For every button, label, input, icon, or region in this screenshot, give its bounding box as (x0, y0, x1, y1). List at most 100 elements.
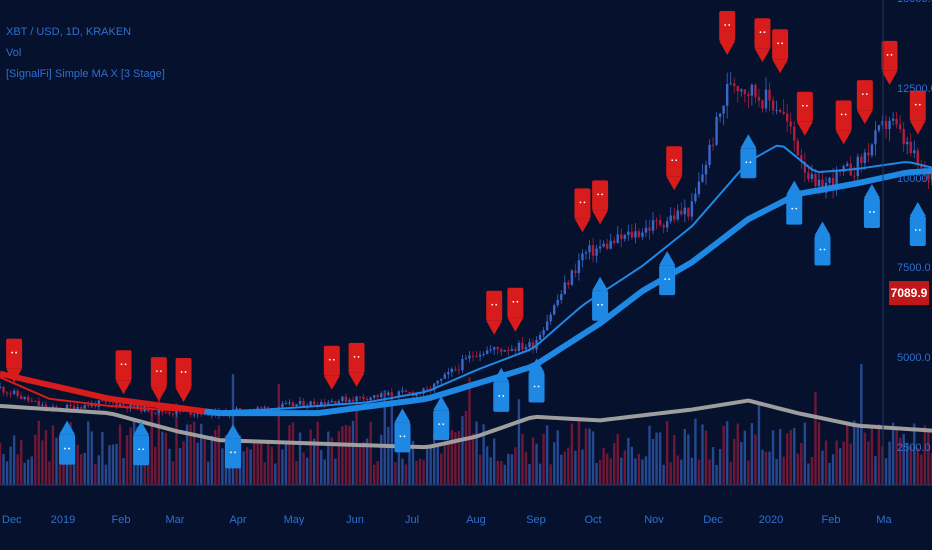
candle-body (740, 89, 743, 92)
volume-bar (503, 464, 506, 485)
volume-indicator-label[interactable]: Vol (6, 47, 22, 59)
buy-signal-marker (740, 134, 757, 179)
candle-body (673, 215, 676, 220)
candles (0, 72, 932, 420)
symbol-title[interactable]: XBT / USD, 1D, KRAKEN (6, 26, 132, 38)
x-tick-label: 2019 (50, 514, 76, 526)
sell-label-box (507, 287, 524, 318)
sell-signal-marker (796, 91, 813, 136)
marker-dot (142, 448, 145, 451)
volume-bar (588, 428, 591, 485)
volume-bar (196, 442, 199, 485)
x-tick-label: May (283, 514, 305, 526)
volume-bar (927, 431, 930, 485)
volume-bar (556, 430, 559, 485)
sell-signal-marker (348, 342, 365, 387)
chart-legend: XBT / USD, 1D, KRAKEN Vol [SignalFi] Sim… (6, 22, 165, 85)
y-tick-label: 2500.0 (897, 442, 931, 455)
sell-signal-marker (507, 287, 524, 332)
candle-body (351, 399, 355, 402)
candle-body (327, 402, 330, 405)
sell-label-box (719, 10, 736, 41)
volume-bar (485, 446, 489, 485)
volume-bar (51, 425, 55, 485)
sell-arrow (486, 320, 503, 335)
volume-bar (517, 399, 521, 485)
sell-label-box (6, 338, 23, 369)
volume-bar (708, 459, 711, 485)
vol-ma-line (0, 398, 932, 450)
candle-body (115, 402, 118, 407)
volume-bar (425, 446, 429, 485)
sell-signal-marker (754, 18, 771, 63)
x-tick-label: Feb (111, 514, 131, 526)
volume-bar (0, 442, 2, 485)
candle-body (577, 260, 581, 274)
ma-indicator-label[interactable]: [SignalFi] Simple MA X [3 Stage] (6, 68, 165, 80)
candle-body (157, 409, 161, 413)
candle-body (662, 225, 665, 228)
buy-arrow (659, 251, 676, 266)
candle-body (602, 243, 605, 247)
candle-body (743, 89, 747, 95)
buy-signal-marker (433, 396, 450, 441)
marker-dot (159, 370, 162, 373)
sell-signal-marker (772, 29, 789, 74)
volume-bar (471, 433, 475, 485)
x-tick-label: Ma (876, 514, 892, 526)
slow-ma-line (204, 167, 932, 417)
candle-body (376, 395, 379, 398)
volume-bar (510, 454, 514, 485)
marker-dot (869, 211, 871, 213)
volume-bar (874, 456, 877, 485)
marker-dot (601, 303, 603, 306)
marker-dot (583, 201, 586, 204)
volume-bar (655, 432, 658, 485)
sell-signal-marker (6, 338, 23, 383)
candle-body (927, 171, 930, 180)
volume-bar (771, 430, 775, 485)
candle-body (909, 141, 912, 154)
candle-body (69, 404, 72, 406)
buy-signal-marker (394, 408, 411, 453)
volume-bar (701, 424, 704, 485)
volume-bar (418, 458, 422, 485)
sell-signal-marker (856, 80, 873, 125)
sell-arrow (348, 372, 365, 387)
candle-body (493, 347, 496, 350)
volume-bar (154, 446, 157, 485)
buy-arrow (909, 201, 926, 216)
buy-signal-marker (493, 367, 510, 412)
candle-body (581, 253, 584, 261)
candle-body (842, 165, 845, 172)
volume-bar (613, 443, 616, 485)
volume-bar (111, 444, 115, 485)
marker-dot (664, 278, 667, 281)
candle-body (425, 388, 429, 390)
candle-body (65, 404, 69, 410)
sell-label-box (856, 80, 873, 111)
volume-bar (778, 429, 782, 485)
buy-label-box (394, 422, 411, 453)
marker-dot (791, 207, 794, 210)
candle-body (884, 120, 888, 130)
volume-bar (394, 462, 397, 485)
candle-body (23, 396, 26, 399)
volume-bar (895, 427, 898, 485)
volume-bar (750, 423, 754, 485)
marker-dot (873, 211, 875, 213)
volume-bar (334, 458, 337, 485)
volume-bar (140, 462, 143, 485)
volume-bar (101, 431, 104, 485)
marker-dot (861, 93, 864, 96)
candle-body (553, 305, 556, 315)
volume-bar (620, 457, 623, 485)
volume-bar (867, 441, 870, 485)
volume-bar (658, 432, 662, 485)
volume-bar (863, 432, 867, 485)
marker-dot (11, 351, 14, 354)
volume-bar (729, 461, 732, 485)
volume-bar (249, 449, 252, 485)
volume-bar (305, 457, 309, 485)
